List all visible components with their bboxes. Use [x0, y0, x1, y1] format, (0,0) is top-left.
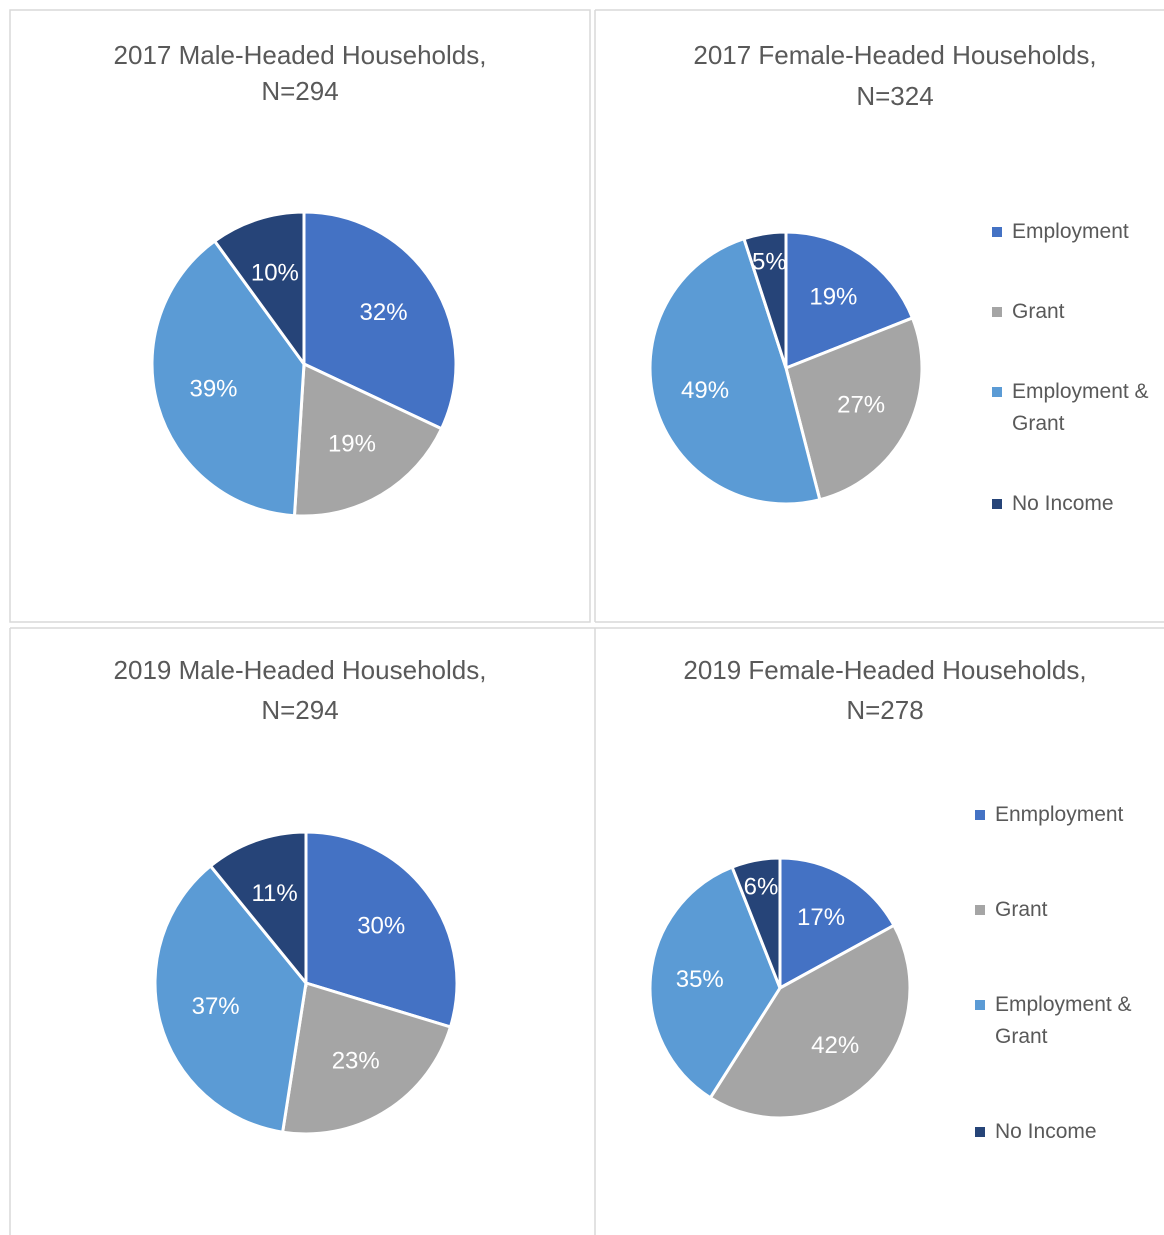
pie-slice: [708, 923, 912, 1120]
pie-slice: [648, 865, 782, 1100]
chart-title: 2019 Female-Headed Households,: [683, 655, 1086, 685]
data-label: 32%: [360, 299, 408, 326]
panel-border: [9, 627, 1164, 1235]
legend-swatch: [975, 810, 985, 820]
legend-swatch: [975, 1127, 985, 1137]
data-label: 11%: [251, 880, 297, 907]
legend-item: Employment: [992, 216, 1160, 248]
chart-title: 2017 Male-Headed Households,: [114, 40, 487, 70]
pie-slice: [784, 315, 924, 502]
pie-slice: [212, 210, 306, 369]
pie-slice: [150, 238, 306, 518]
legend-label: Employment: [1012, 220, 1129, 243]
panel-border: [594, 9, 1164, 623]
legend-swatch: [975, 905, 985, 915]
legend-item: No Income: [975, 1116, 1155, 1148]
legend-swatch: [992, 387, 1002, 397]
legend: Employment Grant Employment & Grant No Inco…: [992, 216, 1160, 520]
legend-item: Employment & Grant: [992, 376, 1160, 440]
data-label: 6%: [744, 874, 779, 901]
pie-slice: [280, 981, 453, 1136]
legend-label: Employment & Grant: [995, 993, 1132, 1048]
legend-label: Enmployment: [995, 803, 1124, 826]
chart-title: 2019 Male-Headed Households,: [114, 655, 487, 685]
legend-swatch: [992, 227, 1002, 237]
legend-swatch: [992, 307, 1002, 317]
data-label: 17%: [797, 904, 845, 931]
data-label: 19%: [328, 430, 376, 457]
data-label: 49%: [681, 377, 729, 404]
legend-item: Grant: [975, 894, 1155, 926]
pie-slice: [302, 210, 458, 431]
pie-slice: [304, 830, 459, 1029]
data-label: 10%: [251, 260, 299, 287]
data-label: 42%: [811, 1032, 859, 1059]
data-label: 39%: [189, 376, 237, 403]
pie-slice: [778, 856, 896, 991]
legend-item: No Income: [992, 488, 1160, 520]
pie-slice: [292, 361, 444, 518]
chart-title: 2017 Female-Headed Households,: [693, 40, 1096, 70]
chart-title: N=294: [261, 695, 338, 725]
legend-label: Grant: [1012, 300, 1065, 323]
pie-slice: [208, 830, 308, 988]
data-label: 37%: [192, 993, 240, 1020]
legend-label: Grant: [995, 898, 1048, 921]
chart-title: N=324: [856, 81, 933, 111]
chart-title: N=294: [261, 76, 338, 106]
data-label: 5%: [752, 249, 787, 276]
pie-slice: [742, 230, 788, 369]
data-label: 27%: [837, 392, 885, 419]
chart-title: N=278: [846, 695, 923, 725]
data-label: 35%: [676, 966, 724, 993]
panel-border: [9, 9, 591, 623]
legend-item: Enmployment: [975, 799, 1155, 831]
pie-slice: [648, 236, 822, 506]
pie-slice: [784, 230, 915, 371]
pie-slice: [153, 863, 308, 1134]
legend-label: No Income: [1012, 492, 1114, 515]
legend-item: Grant: [992, 296, 1160, 328]
data-label: 30%: [357, 913, 405, 940]
legend-item: Employment & Grant: [975, 989, 1155, 1053]
legend-label: No Income: [995, 1120, 1097, 1143]
data-label: 19%: [809, 284, 857, 311]
legend-swatch: [992, 499, 1002, 509]
legend-label: Employment & Grant: [1012, 380, 1149, 435]
data-label: 23%: [332, 1048, 380, 1075]
legend-swatch: [975, 1000, 985, 1010]
legend: Enmployment Grant Employment & Grant No Inc…: [975, 799, 1155, 1148]
pie-slice: [730, 856, 782, 989]
